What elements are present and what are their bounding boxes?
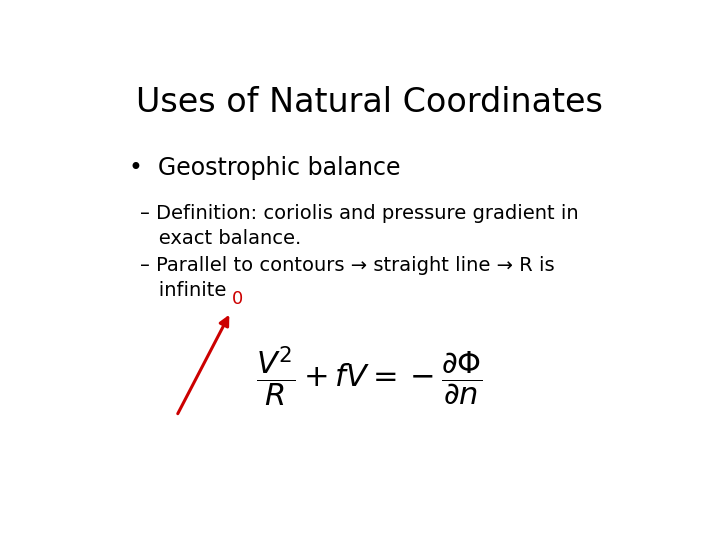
Text: exact balance.: exact balance. [140,229,302,248]
Text: $\dfrac{V^2}{R} + fV = -\dfrac{\partial\Phi}{\partial n}$: $\dfrac{V^2}{R} + fV = -\dfrac{\partial\… [256,345,482,409]
Text: •  Geostrophic balance: • Geostrophic balance [129,156,400,180]
Text: – Parallel to contours → straight line → R is: – Parallel to contours → straight line →… [140,256,555,275]
Text: – Definition: coriolis and pressure gradient in: – Definition: coriolis and pressure grad… [140,204,579,223]
Text: Uses of Natural Coordinates: Uses of Natural Coordinates [135,85,603,119]
Text: infinite: infinite [140,281,227,300]
Text: 0: 0 [233,290,243,308]
